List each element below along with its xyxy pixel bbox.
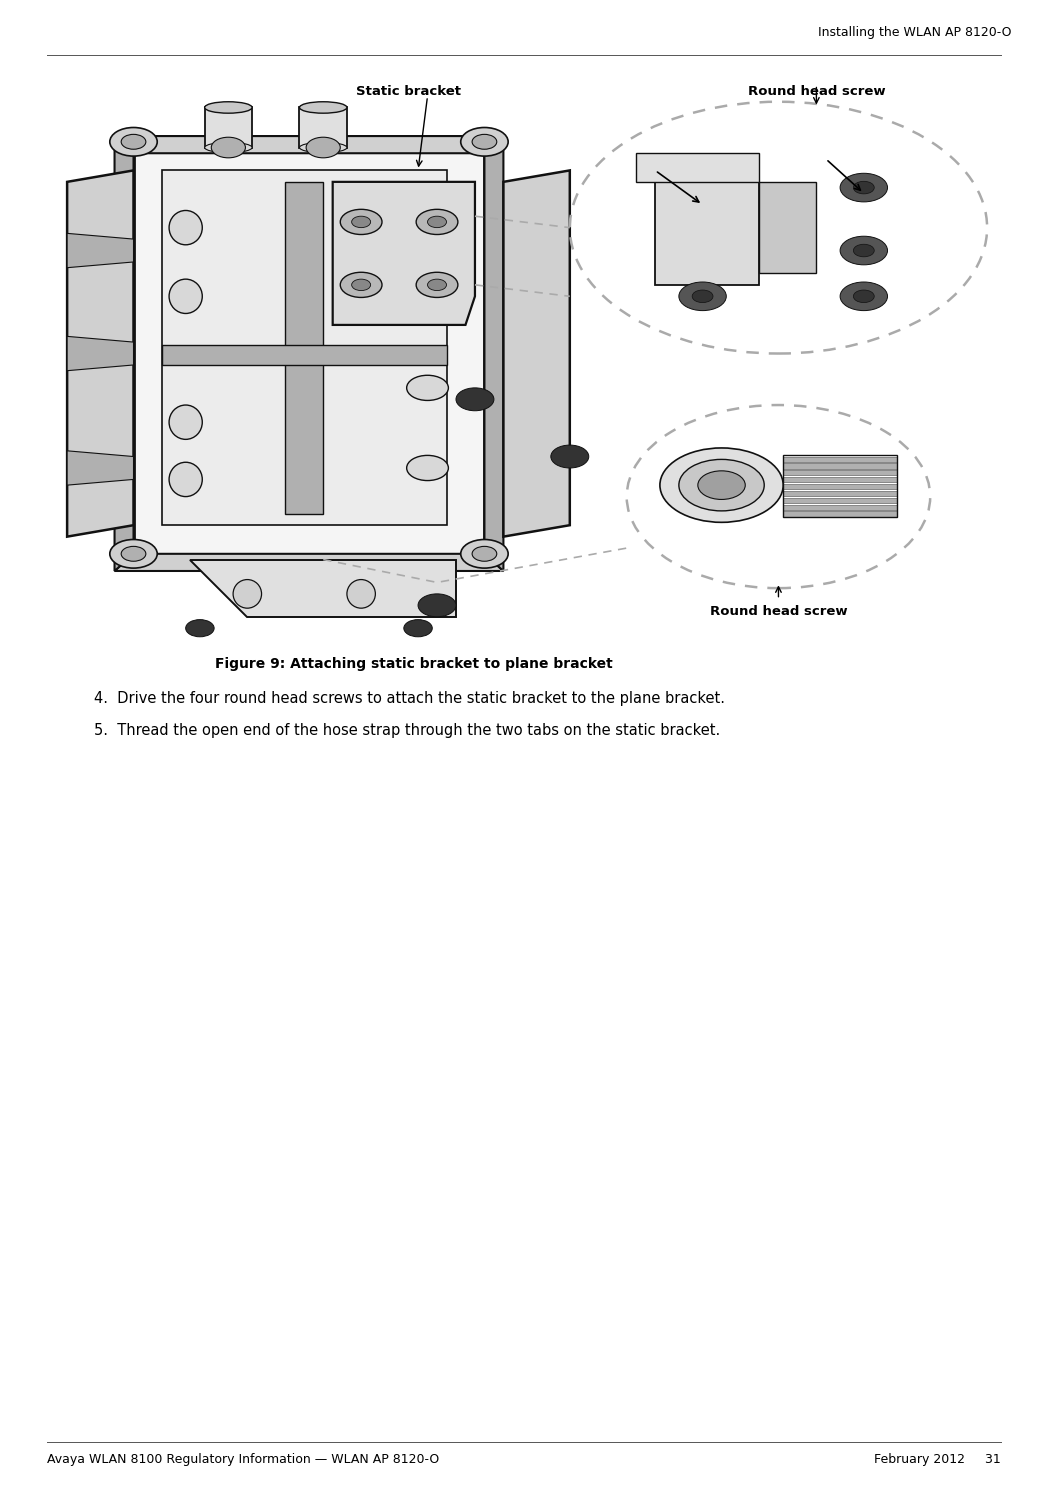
FancyBboxPatch shape bbox=[162, 171, 446, 526]
Circle shape bbox=[418, 593, 456, 617]
Circle shape bbox=[352, 279, 371, 291]
Polygon shape bbox=[67, 171, 133, 536]
Polygon shape bbox=[484, 136, 503, 571]
Ellipse shape bbox=[347, 580, 375, 608]
Circle shape bbox=[679, 460, 764, 511]
Ellipse shape bbox=[233, 580, 262, 608]
Text: Round head screw: Round head screw bbox=[709, 605, 847, 619]
Ellipse shape bbox=[169, 279, 202, 313]
Ellipse shape bbox=[169, 463, 202, 497]
FancyBboxPatch shape bbox=[783, 497, 897, 503]
Polygon shape bbox=[67, 337, 133, 370]
Circle shape bbox=[407, 198, 449, 223]
Ellipse shape bbox=[169, 404, 202, 439]
Circle shape bbox=[698, 470, 745, 499]
Ellipse shape bbox=[300, 142, 347, 153]
Text: Avaya WLAN 8100 Regulatory Information — WLAN AP 8120-O: Avaya WLAN 8100 Regulatory Information —… bbox=[47, 1453, 439, 1465]
Polygon shape bbox=[67, 234, 133, 268]
Circle shape bbox=[461, 127, 508, 156]
Circle shape bbox=[212, 138, 245, 157]
Polygon shape bbox=[503, 171, 570, 536]
Circle shape bbox=[403, 620, 432, 637]
Circle shape bbox=[306, 138, 341, 157]
Circle shape bbox=[407, 273, 449, 298]
Ellipse shape bbox=[204, 142, 253, 153]
Polygon shape bbox=[67, 451, 133, 485]
Circle shape bbox=[461, 539, 508, 568]
FancyBboxPatch shape bbox=[783, 505, 897, 509]
Circle shape bbox=[122, 135, 146, 150]
Polygon shape bbox=[114, 136, 133, 571]
Circle shape bbox=[407, 455, 449, 481]
Circle shape bbox=[853, 291, 874, 303]
Circle shape bbox=[456, 388, 494, 410]
Ellipse shape bbox=[300, 102, 347, 114]
Polygon shape bbox=[114, 554, 503, 571]
Ellipse shape bbox=[169, 211, 202, 244]
Circle shape bbox=[840, 237, 888, 265]
Text: February 2012     31: February 2012 31 bbox=[874, 1453, 1001, 1465]
Circle shape bbox=[428, 279, 446, 291]
Text: Installing the WLAN AP 8120-O: Installing the WLAN AP 8120-O bbox=[817, 25, 1011, 39]
FancyBboxPatch shape bbox=[162, 345, 446, 366]
Circle shape bbox=[290, 643, 319, 659]
FancyBboxPatch shape bbox=[783, 470, 897, 475]
Circle shape bbox=[341, 273, 383, 298]
Circle shape bbox=[428, 216, 446, 228]
Circle shape bbox=[416, 210, 458, 235]
FancyBboxPatch shape bbox=[783, 491, 897, 496]
FancyBboxPatch shape bbox=[783, 463, 897, 469]
Circle shape bbox=[472, 135, 497, 150]
Circle shape bbox=[407, 376, 449, 400]
Text: 4.  Drive the four round head screws to attach the static bracket to the plane b: 4. Drive the four round head screws to a… bbox=[94, 692, 725, 707]
Circle shape bbox=[679, 282, 726, 310]
Circle shape bbox=[185, 620, 214, 637]
Circle shape bbox=[110, 539, 157, 568]
Circle shape bbox=[122, 547, 146, 562]
Circle shape bbox=[660, 448, 783, 523]
Circle shape bbox=[551, 445, 589, 467]
Text: 5.  Thread the open end of the hose strap through the two tabs on the static bra: 5. Thread the open end of the hose strap… bbox=[94, 724, 721, 739]
Polygon shape bbox=[655, 171, 760, 285]
FancyBboxPatch shape bbox=[783, 478, 897, 482]
Text: Round head screw: Round head screw bbox=[747, 84, 886, 97]
Polygon shape bbox=[760, 181, 816, 274]
Circle shape bbox=[840, 282, 888, 310]
Circle shape bbox=[840, 174, 888, 202]
FancyBboxPatch shape bbox=[285, 181, 323, 514]
Ellipse shape bbox=[204, 102, 253, 114]
Circle shape bbox=[352, 216, 371, 228]
Circle shape bbox=[416, 273, 458, 298]
Circle shape bbox=[853, 244, 874, 256]
FancyBboxPatch shape bbox=[204, 108, 253, 147]
Text: Figure 9: Attaching static bracket to plane bracket: Figure 9: Attaching static bracket to pl… bbox=[215, 656, 613, 671]
FancyBboxPatch shape bbox=[783, 484, 897, 490]
Polygon shape bbox=[191, 560, 456, 617]
FancyBboxPatch shape bbox=[300, 108, 347, 147]
Polygon shape bbox=[636, 153, 760, 181]
FancyBboxPatch shape bbox=[783, 511, 897, 517]
FancyBboxPatch shape bbox=[783, 457, 897, 461]
Circle shape bbox=[341, 210, 383, 235]
Circle shape bbox=[110, 127, 157, 156]
Circle shape bbox=[692, 291, 713, 303]
Circle shape bbox=[472, 547, 497, 562]
Polygon shape bbox=[332, 181, 475, 325]
Polygon shape bbox=[114, 136, 503, 153]
Text: Static bracket: Static bracket bbox=[356, 84, 461, 97]
Polygon shape bbox=[133, 136, 484, 554]
Circle shape bbox=[853, 181, 874, 193]
